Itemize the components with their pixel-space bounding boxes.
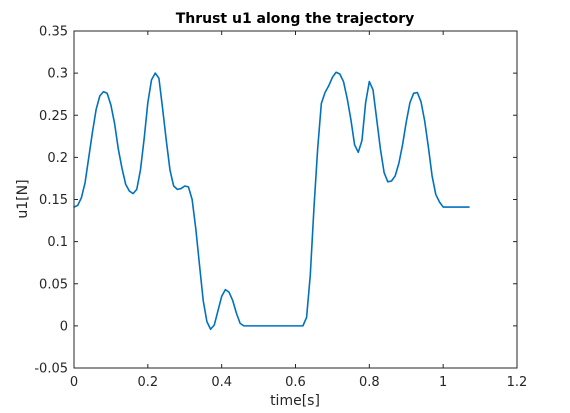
x-axis-label: time[s] xyxy=(270,393,320,409)
y-tick-label: -0.05 xyxy=(34,362,68,377)
x-tick-label: 0.6 xyxy=(285,375,306,390)
y-tick-label: 0.05 xyxy=(39,277,68,292)
x-tick-label: 0.8 xyxy=(359,375,380,390)
x-tick-label: 0.2 xyxy=(137,375,158,390)
y-tick-label: 0.15 xyxy=(39,193,68,208)
series-line-1 xyxy=(73,71,470,331)
y-tick-label: 0.3 xyxy=(47,67,68,82)
y-tick-labels: -0.05 0 0.05 0.1 0.15 0.2 0.25 0.3 0.35 xyxy=(34,25,68,377)
x-tick-label: 0 xyxy=(70,375,78,390)
chart-title: Thrust u1 along the trajectory xyxy=(176,11,415,27)
y-tick-label: 0.1 xyxy=(47,235,68,250)
x-tick-label: 1 xyxy=(439,375,447,390)
x-tick-label: 1.2 xyxy=(507,375,528,390)
y-tick-label: 0.35 xyxy=(39,25,68,40)
plot-background xyxy=(74,31,517,368)
plot-frame xyxy=(73,30,518,369)
x-tick-labels: 0 0.2 0.4 0.6 0.8 1 1.2 xyxy=(70,375,527,390)
y-tick-label: 0.2 xyxy=(47,151,68,166)
x-tick-label: 0.4 xyxy=(211,375,232,390)
series-layer xyxy=(73,71,470,331)
y-axis-label: u1[N] xyxy=(15,179,31,218)
y-tick-label: 0 xyxy=(60,319,68,334)
y-tick-label: 0.25 xyxy=(39,109,68,124)
